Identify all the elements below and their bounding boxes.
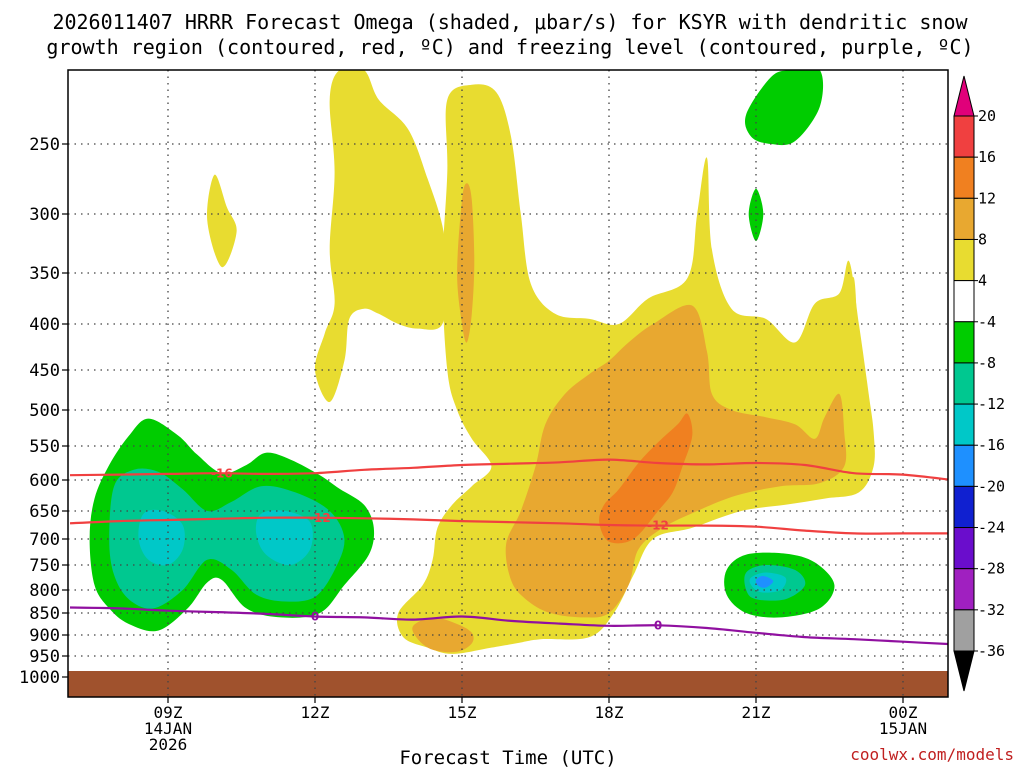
colorbar-segment xyxy=(953,197,975,240)
dgz-lower-label-0: -12 xyxy=(647,519,669,533)
omega-neg12-left-a xyxy=(138,509,185,566)
colorbar-tick-label: 4 xyxy=(978,272,987,290)
y-tick-label: 650 xyxy=(29,502,60,522)
omega-pos4-right-tail xyxy=(844,276,857,355)
colorbar-top-arrow xyxy=(953,75,975,117)
chart-title-line1: 2026011407 HRRR Forecast Omega (shaded, … xyxy=(52,10,968,34)
freezing-level-label: 0 xyxy=(311,610,319,624)
chart-title-line2: growth region (contoured, red, ºC) and f… xyxy=(46,35,973,59)
colorbar-tick-label: -36 xyxy=(978,642,1005,660)
omega-neg8-left xyxy=(109,468,345,609)
y-tick-label: 600 xyxy=(29,471,60,491)
y-tick-label: 1000 xyxy=(19,668,60,688)
colorbar-segment xyxy=(953,485,975,529)
colorbar-segment xyxy=(953,280,975,323)
colorbar-segment xyxy=(953,568,975,611)
dgz-lower-label: -12 xyxy=(309,511,331,525)
y-tick-label: 700 xyxy=(29,530,60,550)
y-tick-label: 750 xyxy=(29,556,60,576)
colorbar-tick-label: -8 xyxy=(978,354,996,372)
y-tick-label: 350 xyxy=(29,264,60,284)
colorbar-tick-label: -24 xyxy=(978,519,1005,537)
x-tick-label: 09Z xyxy=(154,703,183,722)
colorbar: 20 16 12 8 4 -4 -8 -12 -16 -20 -24 -28 -32 -36 xyxy=(953,75,1005,692)
x-tick-label: 12Z xyxy=(301,703,330,722)
plot-area: -16 -12 0 -12 0 xyxy=(68,70,948,697)
colorbar-segment xyxy=(953,527,975,570)
colorbar-segment xyxy=(953,321,975,364)
y-tick-label: 900 xyxy=(29,626,60,646)
colorbar-tick-label: 8 xyxy=(978,230,987,248)
omega-pos8-lowleft xyxy=(412,617,474,653)
y-tick-label: 550 xyxy=(29,437,60,457)
omega-pos4-upper-left xyxy=(207,174,237,268)
colorbar-tick-label: -12 xyxy=(978,395,1005,413)
freezing-level-label-1: 0 xyxy=(654,618,662,632)
colorbar-segment xyxy=(953,238,975,282)
colorbar-bottom-arrow xyxy=(953,650,975,692)
freezing-level xyxy=(69,606,948,646)
colorbar-tick-label: -28 xyxy=(978,560,1005,578)
x-tick-label: 21Z xyxy=(742,703,771,722)
colorbar-tick-label: 20 xyxy=(978,107,996,125)
colorbar-segment xyxy=(953,403,975,446)
x-tick-label: 00Z xyxy=(889,703,918,722)
colorbar-tick-label: -16 xyxy=(978,436,1005,454)
y-tick-label: 450 xyxy=(29,361,60,381)
colorbar-segment xyxy=(953,609,975,652)
x-tick-label: 2026 xyxy=(149,735,188,754)
y-tick-label: 800 xyxy=(29,581,60,601)
y-tick-label: 950 xyxy=(29,647,60,667)
omega-pos12-main xyxy=(599,413,693,544)
colorbar-segment xyxy=(953,362,975,405)
x-tick-label: 18Z xyxy=(595,703,624,722)
dgz-upper xyxy=(69,458,948,481)
credit-link[interactable]: coolwx.com/models xyxy=(850,745,1014,764)
plot-frame xyxy=(67,69,949,698)
x-tick-label: 15JAN xyxy=(879,719,927,738)
dgz-upper-label: -16 xyxy=(211,466,233,480)
y-tick-label: 400 xyxy=(29,315,60,335)
omega-neg4-upper-small xyxy=(748,188,764,242)
dgz-lower xyxy=(69,516,948,535)
omega-neg12-left-b xyxy=(255,510,313,566)
omega-neg16-right-low xyxy=(755,575,774,588)
y-tick-label: 250 xyxy=(29,135,60,155)
omega-shading xyxy=(89,70,875,654)
omega-pos8-column xyxy=(457,183,475,343)
ground-layer xyxy=(68,671,948,697)
x-axis-label: Forecast Time (UTC) xyxy=(399,747,616,768)
y-tick-label: 500 xyxy=(29,401,60,421)
contour-lines: -16 -12 0 -12 0 xyxy=(69,458,948,646)
y-tick-label: 850 xyxy=(29,604,60,624)
omega-pos4-column xyxy=(314,70,448,403)
x-tick-label: 15Z xyxy=(448,703,477,722)
y-tick-label: 300 xyxy=(29,205,60,225)
y-axis: 2503003504004505005506006507007508008509… xyxy=(19,135,68,688)
omega-neg4-upper xyxy=(744,70,824,146)
grid-lines xyxy=(68,70,948,697)
colorbar-segment xyxy=(953,444,975,487)
colorbar-tick-label: 16 xyxy=(978,148,996,166)
colorbar-tick-label: -20 xyxy=(978,477,1005,495)
colorbar-tick-label: -32 xyxy=(978,601,1005,619)
colorbar-segment xyxy=(953,115,975,158)
colorbar-tick-label: -4 xyxy=(978,313,996,331)
colorbar-segment xyxy=(953,156,975,199)
colorbar-tick-label: 12 xyxy=(978,189,996,207)
x-tick-label: 14JAN xyxy=(144,719,192,738)
